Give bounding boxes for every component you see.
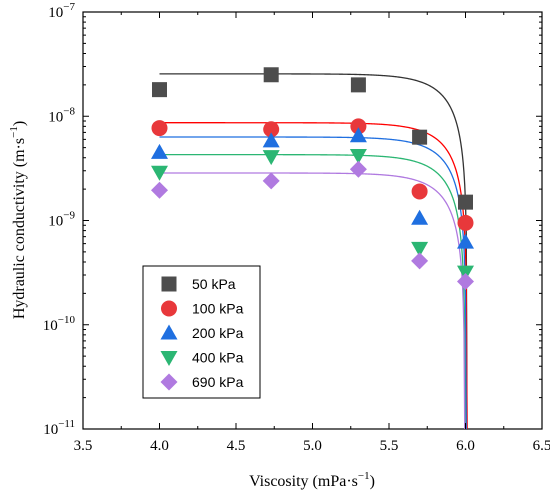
data-point-triangle-up — [349, 127, 367, 143]
legend-label: 50 kPa — [192, 276, 236, 292]
legend: 50 kPa 100 kPa 200 kPa 400 kPa 690 kPa — [142, 265, 261, 399]
data-point-circle — [151, 120, 168, 137]
data-point-triangle-down — [151, 165, 168, 181]
y-axis-ticks: 10−11 10−10 10−9 10−8 10−7 — [43, 1, 542, 438]
y-tick-label: 10−9 — [48, 210, 75, 230]
x-tick-label: 3.5 — [74, 438, 93, 454]
data-point-triangle-up — [262, 132, 280, 148]
x-axis-ticks: 3.5 4.0 4.5 5.0 5.5 6.0 6.5 — [74, 12, 550, 454]
data-point-diamond — [262, 172, 280, 190]
legend-label: 100 kPa — [192, 301, 244, 317]
data-point-circle — [350, 118, 367, 135]
fit-line — [159, 122, 468, 430]
data-point-square — [350, 77, 366, 93]
data-point-square — [263, 67, 279, 83]
data-point-triangle-down — [160, 351, 178, 366]
x-tick-label: 6.0 — [456, 438, 475, 454]
data-point-triangle-up — [151, 143, 168, 159]
data-point-circle — [457, 214, 474, 231]
data-point-triangle-down — [262, 150, 280, 166]
data-point-circle — [263, 121, 280, 138]
data-point-diamond — [349, 160, 367, 178]
data-point-square — [161, 276, 177, 292]
data-point-diamond — [411, 252, 429, 270]
x-axis-title: Viscosity (mPa·s−1) — [249, 470, 375, 490]
data-point-square — [412, 129, 428, 145]
fit-line — [159, 153, 466, 430]
data-point-triangle-up — [457, 233, 474, 249]
data-points — [151, 67, 474, 290]
x-tick-label: 4.0 — [150, 438, 169, 454]
y-tick-label: 10−7 — [48, 1, 75, 21]
y-tick-label: 10−10 — [43, 314, 76, 334]
legend-label: 690 kPa — [192, 374, 244, 390]
y-tick-label: 10−11 — [43, 418, 75, 438]
data-point-triangle-down — [411, 241, 429, 257]
x-tick-label: 6.5 — [533, 438, 550, 454]
data-point-square — [458, 194, 473, 210]
y-tick-label: 10−8 — [48, 105, 75, 125]
data-point-triangle-down — [349, 149, 367, 165]
x-tick-label: 5.5 — [380, 438, 399, 454]
x-tick-label: 4.5 — [227, 438, 246, 454]
data-point-triangle-up — [160, 324, 178, 340]
y-axis-title: Hydraulic conductivity (m·s−1) — [8, 121, 28, 319]
fit-line — [159, 73, 468, 430]
data-point-diamond — [151, 181, 168, 199]
data-point-diamond — [457, 272, 474, 290]
data-point-circle — [411, 183, 428, 200]
fit-line — [159, 172, 466, 430]
x-tick-label: 5.0 — [303, 438, 322, 454]
legend-label: 400 kPa — [192, 350, 244, 366]
data-point-square — [152, 82, 167, 98]
legend-label: 200 kPa — [192, 325, 244, 341]
data-point-diamond — [160, 373, 178, 391]
data-point-triangle-up — [411, 209, 429, 225]
data-point-circle — [161, 300, 177, 317]
